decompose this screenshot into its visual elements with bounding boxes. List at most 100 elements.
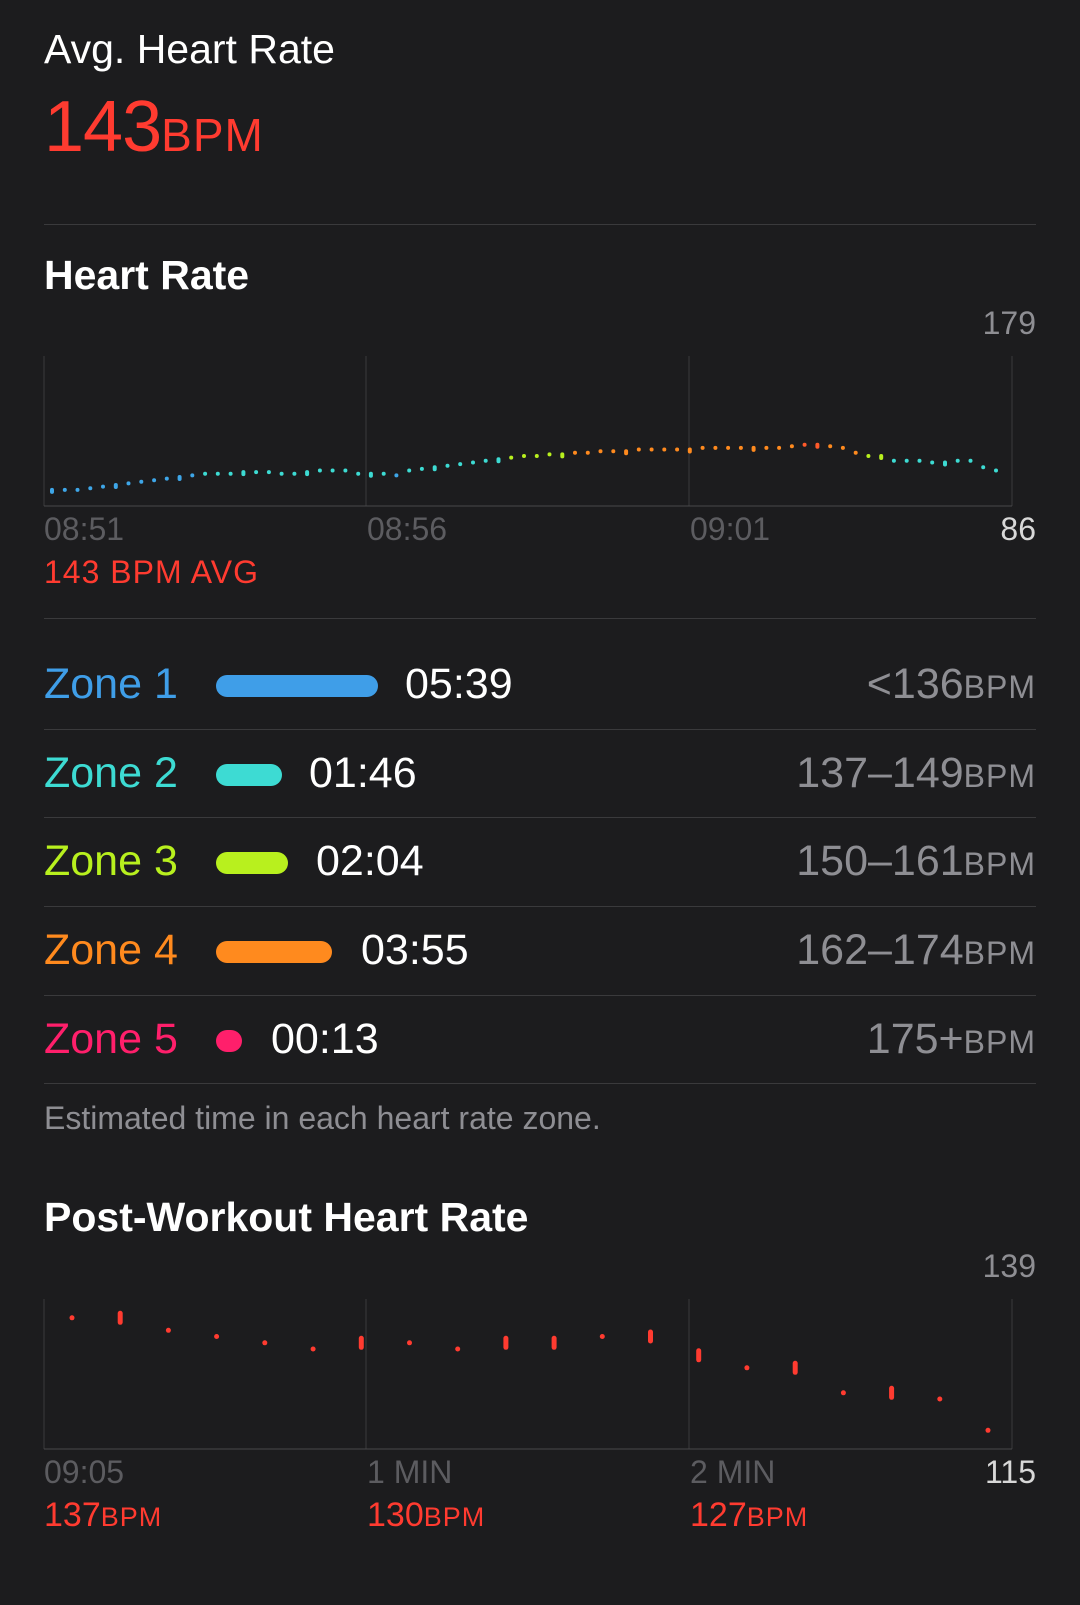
post-workout-point — [310, 1346, 316, 1352]
heart-rate-point — [649, 447, 654, 452]
heart-rate-min-label: 86 — [1000, 511, 1036, 547]
post-workout-point — [455, 1346, 461, 1352]
zone-bar — [216, 852, 288, 874]
hr-time-label-2: 08:56 — [367, 511, 448, 547]
heart-rate-point — [879, 454, 884, 460]
divider — [44, 729, 1036, 730]
heart-rate-point — [751, 445, 756, 452]
heart-rate-point — [522, 454, 526, 458]
heart-rate-point — [598, 449, 603, 454]
heart-rate-point — [777, 445, 782, 450]
zone-range: 137–149BPM — [796, 749, 1036, 797]
heart-rate-point — [88, 486, 93, 491]
hr-time-label-1: 08:51 — [44, 511, 125, 547]
post-time-label-3: 2 MIN — [690, 1454, 776, 1490]
heart-rate-point — [279, 471, 284, 476]
heart-rate-point — [547, 452, 552, 457]
heart-rate-point — [611, 449, 616, 454]
zone-bar — [216, 764, 282, 786]
post-value-1: 137BPM — [44, 1496, 163, 1534]
post-value-2: 130BPM — [367, 1496, 486, 1534]
zone-row-2: Zone 2 01:46 137–149BPM — [44, 731, 1036, 819]
heart-rate-point — [687, 447, 692, 454]
heart-rate-point — [802, 442, 807, 447]
zones-note: Estimated time in each heart rate zone. — [44, 1100, 601, 1136]
heart-rate-point — [675, 447, 680, 452]
heart-rate-max-label: 179 — [982, 305, 1036, 341]
heart-rate-point — [573, 450, 577, 455]
heart-rate-point — [994, 468, 998, 473]
heart-rate-point — [738, 445, 743, 450]
zone-time: 05:39 — [405, 660, 513, 708]
post-workout-point — [165, 1327, 171, 1333]
zone-name: Zone 1 — [44, 660, 178, 708]
heart-rate-point — [432, 465, 437, 472]
post-workout-points — [69, 1310, 991, 1433]
heart-rate-point — [891, 458, 896, 463]
heart-rate-point — [139, 479, 144, 484]
zone-time: 00:13 — [271, 1015, 379, 1063]
heart-rate-point — [62, 487, 67, 492]
zone-row-3: Zone 3 02:04 150–161BPM — [44, 819, 1036, 907]
heart-rate-point — [228, 471, 233, 476]
heart-rate-point — [330, 468, 335, 473]
post-workout-point — [696, 1348, 702, 1363]
heart-rate-point — [560, 452, 565, 459]
heart-rate-point — [968, 458, 973, 463]
heart-rate-point — [445, 463, 450, 468]
divider — [44, 995, 1036, 996]
heart-rate-point — [164, 476, 169, 481]
heart-rate-point — [930, 460, 935, 465]
post-workout-point — [503, 1335, 509, 1350]
heart-rate-point — [152, 478, 157, 483]
heart-rate-avg-label: 143 BPM AVG — [44, 554, 259, 590]
heart-rate-title: Heart Rate — [44, 252, 250, 298]
heart-rate-point — [789, 444, 794, 449]
divider — [44, 618, 1036, 619]
post-workout-point — [262, 1340, 268, 1346]
heart-rate-point — [726, 445, 731, 450]
heart-rate-point — [50, 487, 54, 494]
post-value-3: 127BPM — [690, 1496, 809, 1534]
post-workout-point — [985, 1427, 991, 1433]
post-workout-point — [214, 1334, 220, 1339]
heart-rate-point — [203, 471, 208, 476]
post-workout-point — [407, 1340, 412, 1346]
avg-heart-rate-unit: BPM — [161, 109, 264, 161]
heart-rate-point — [368, 471, 373, 478]
heart-rate-point — [292, 471, 297, 476]
zone-bar — [216, 941, 332, 963]
heart-rate-point — [215, 471, 220, 476]
zone-range: 175+BPM — [866, 1015, 1036, 1063]
zone-bar — [216, 1030, 242, 1052]
zone-time: 01:46 — [309, 749, 417, 797]
zone-range: 162–174BPM — [796, 926, 1036, 974]
post-workout-point — [599, 1334, 605, 1339]
post-workout-point — [840, 1390, 846, 1396]
zone-row-1: Zone 1 05:39 <136BPM — [44, 642, 1036, 730]
divider — [44, 906, 1036, 907]
heart-rate-point — [955, 458, 960, 463]
heart-rate-point — [585, 450, 590, 455]
heart-rate-point — [917, 458, 922, 463]
post-workout-point — [117, 1310, 123, 1325]
heart-rate-point — [394, 473, 399, 478]
zone-row-4: Zone 4 03:55 162–174BPM — [44, 908, 1036, 996]
heart-rate-point — [904, 458, 909, 463]
heart-rate-point — [471, 460, 475, 465]
heart-rate-point — [981, 465, 986, 470]
zone-range: 150–161BPM — [796, 837, 1036, 885]
post-workout-title: Post-Workout Heart Rate — [44, 1194, 529, 1240]
post-workout-point — [358, 1335, 364, 1350]
avg-heart-rate-label: Avg. Heart Rate — [44, 26, 335, 72]
heart-rate-point — [126, 481, 131, 486]
heart-rate-points — [50, 442, 998, 494]
heart-rate-point — [636, 447, 641, 452]
post-workout-point — [937, 1396, 943, 1402]
post-workout-point — [889, 1385, 895, 1400]
heart-rate-point — [943, 460, 947, 467]
zone-time: 02:04 — [316, 837, 424, 885]
avg-heart-rate-value: 143BPM — [44, 86, 264, 168]
heart-rate-point — [815, 442, 820, 449]
heart-rate-point — [305, 470, 310, 477]
